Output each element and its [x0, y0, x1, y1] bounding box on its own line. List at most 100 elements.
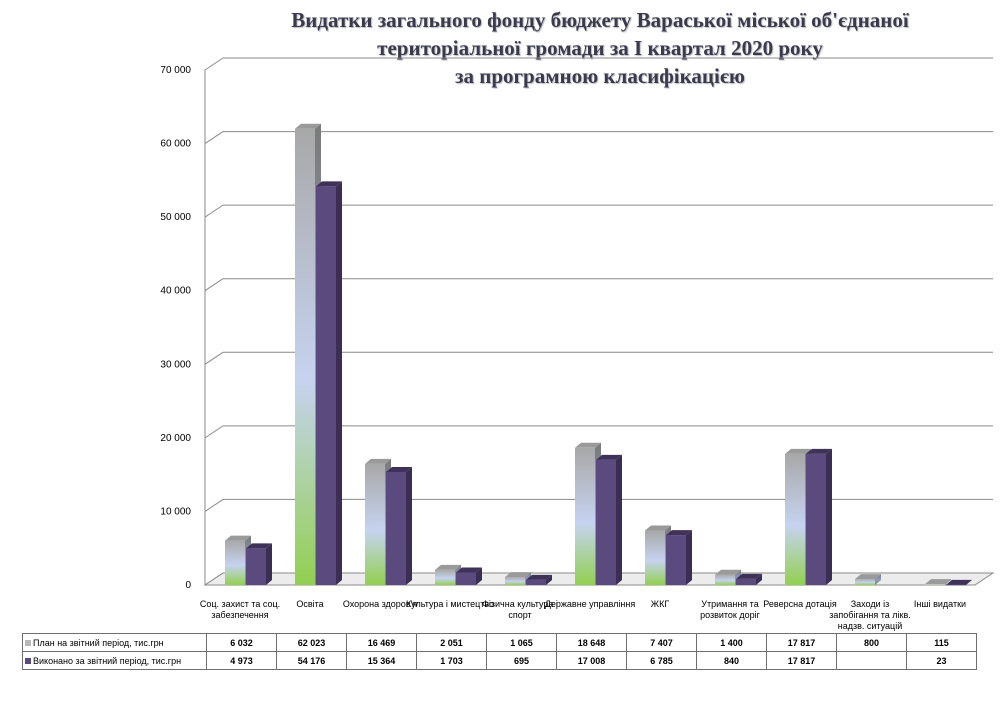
bar-front [946, 584, 966, 586]
bar-front [785, 453, 805, 585]
bar-done [246, 543, 272, 585]
bar-top [715, 569, 741, 575]
bar-top [365, 458, 391, 464]
table-cell: 62 023 [276, 633, 347, 652]
series-label: Виконано за звітний період, тис.грн [22, 651, 207, 670]
y-tick-label: 20 000 [160, 433, 191, 444]
bar-top [946, 579, 972, 585]
x-tick-label-line: Освіта [296, 599, 323, 609]
bars [225, 123, 972, 586]
bar-plan [855, 574, 881, 585]
legend-key-icon [25, 640, 31, 647]
bar-top [505, 572, 531, 578]
bar-done [386, 466, 412, 585]
bar-top [526, 574, 552, 580]
bar-top [225, 535, 251, 541]
bar-top [645, 525, 671, 531]
table-cell: 1 065 [486, 633, 557, 652]
gridline-wall [204, 204, 224, 218]
bar-front [596, 459, 616, 585]
y-tick-label: 30 000 [160, 359, 191, 370]
x-tick-label-line: Реверсна дотація [763, 599, 837, 609]
bar-front [925, 584, 945, 585]
bar-front [365, 463, 385, 585]
bar-front [435, 569, 455, 585]
y-tick-label: 50 000 [160, 212, 191, 223]
bar-top [246, 543, 272, 549]
bar-top [785, 448, 811, 454]
gridline-wall [204, 499, 224, 512]
table-cell: 6 785 [626, 651, 697, 670]
bar-side [945, 579, 951, 585]
bar-side [686, 530, 692, 585]
bar-top [806, 448, 832, 454]
x-tick-label-line: спорт [508, 610, 531, 620]
gridline-wall [204, 131, 224, 144]
gridline-wall [204, 425, 224, 439]
table-cell: 2 051 [416, 633, 487, 652]
x-tick-label-line: Охорона здоров'я [343, 599, 417, 609]
x-tick-label-line: Соц. захист та соц. [200, 599, 280, 609]
table-cell: 15 364 [346, 651, 417, 670]
bar-done [666, 530, 692, 585]
bar-done [596, 454, 622, 585]
chart-title-line-3: за програмною класифікацією [455, 64, 745, 88]
table-cell: 16 469 [346, 633, 417, 652]
bar-side [966, 579, 972, 585]
table-cell: 54 176 [276, 651, 347, 670]
bar-front [855, 579, 875, 585]
series-name: Виконано за звітний період, тис.грн [33, 655, 182, 666]
x-tick-label: Освіта [296, 599, 323, 609]
bar-front [505, 577, 525, 585]
table-cell: 18 648 [556, 633, 627, 652]
bar-side [406, 466, 412, 585]
table-cell: 4 973 [206, 651, 277, 670]
bar-side [336, 181, 342, 585]
table-row: План на звітний період, тис.грн 6 032 62 0… [22, 633, 977, 652]
bar-done [456, 567, 482, 585]
table-cell: 1 400 [696, 633, 767, 652]
bar-side [616, 454, 622, 585]
y-axis: 0 10 000 20 000 30 000 40 000 50 000 60 000 70 … [160, 65, 206, 591]
bar-top [855, 574, 881, 580]
table-cell: 695 [486, 651, 557, 670]
bar-top [596, 454, 622, 460]
bar-side [266, 543, 272, 585]
legend-key-icon [25, 658, 31, 665]
chart-title-line-1: Видатки загального фонду бюджету Вараськ… [291, 8, 909, 32]
bar-side [756, 573, 762, 585]
chart-title-line-2: територіальної громади за І квартал 2020… [377, 36, 823, 60]
x-tick-label: Охорона здоров'я [343, 599, 417, 609]
bar-side [476, 567, 482, 585]
bar-front [456, 572, 476, 585]
x-tick-label-line: Фізична культура і [482, 599, 558, 609]
table-cell: 840 [696, 651, 767, 670]
bar-front [526, 579, 546, 585]
bar-plan [925, 579, 951, 585]
series-label: План на звітний період, тис.грн [22, 633, 207, 652]
bar-front [645, 530, 665, 585]
gridline-wall [204, 278, 224, 292]
table-cell: 17 817 [766, 633, 837, 652]
bar-done [806, 448, 832, 585]
table-cell: 7 407 [626, 633, 697, 652]
bar-top [736, 573, 762, 579]
bar-front [666, 535, 686, 585]
series-name: План на звітний період, тис.грн [33, 637, 164, 648]
bar-front [736, 578, 756, 585]
x-tick-label-line: розвиток доріг [700, 610, 761, 620]
bar-top [925, 579, 951, 585]
x-tick-label: Заходи із запобігання та лікв. надзв. ситу… [829, 599, 911, 631]
bar-side [875, 574, 881, 585]
x-tick-label: Реверсна дотація [763, 599, 837, 609]
bar-front [246, 548, 266, 585]
x-tick-label: Інші видатки [914, 599, 966, 609]
table-cell: 115 [906, 633, 977, 652]
x-tick-label-line: надзв. ситуацій [838, 621, 902, 631]
x-tick-label: Утримання та розвиток доріг [700, 599, 761, 620]
y-tick-label: 60 000 [160, 139, 191, 150]
bar-done [946, 579, 972, 586]
x-tick-label: Соц. захист та соц. забезпечення [200, 599, 280, 620]
x-tick-label: Державне управління [545, 599, 636, 609]
